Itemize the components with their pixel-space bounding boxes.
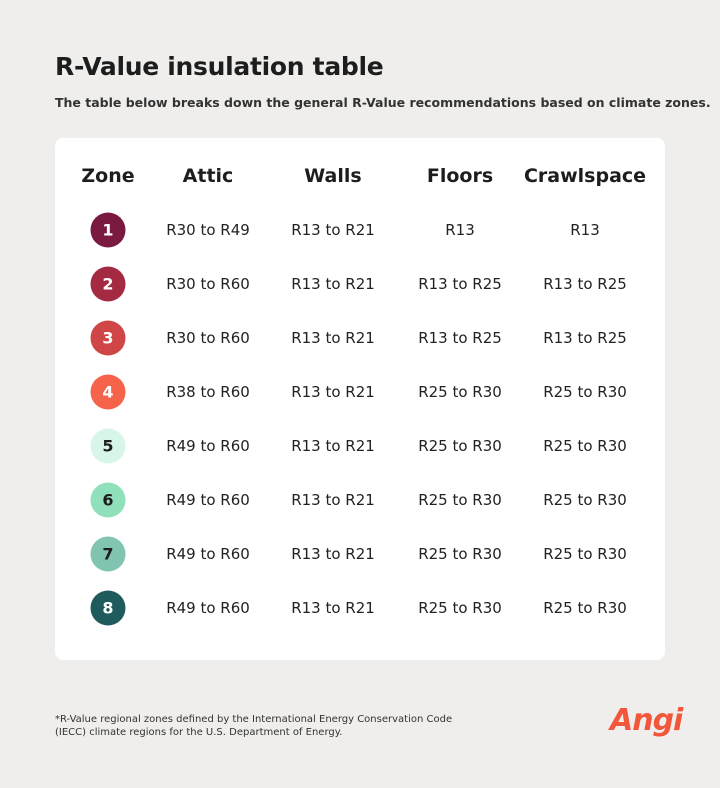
r-value: R13 to R25: [543, 329, 627, 347]
footnote: *R-Value regional zones defined by the I…: [55, 714, 453, 738]
r-value: R13 to R25: [418, 329, 502, 347]
r-value: R13 to R21: [291, 599, 375, 617]
r-value: R25 to R30: [418, 383, 502, 401]
r-value: R25 to R30: [543, 545, 627, 563]
r-value: R13 to R25: [543, 275, 627, 293]
r-value: R49 to R60: [166, 545, 250, 563]
r-value: R38 to R60: [166, 383, 250, 401]
r-value: R30 to R60: [166, 275, 250, 293]
r-value: R13 to R21: [291, 383, 375, 401]
r-value: R13: [445, 221, 475, 239]
zone-badge: 1: [90, 212, 126, 248]
r-value: R30 to R49: [166, 221, 250, 239]
r-value: R49 to R60: [166, 491, 250, 509]
r-value: R13 to R21: [291, 437, 375, 455]
table-card: Zone Attic Walls Floors Crawlspace 1 R30 to R4…: [55, 138, 665, 660]
zone-badge: 7: [90, 536, 126, 572]
r-value: R25 to R30: [543, 599, 627, 617]
r-value: R25 to R30: [543, 437, 627, 455]
zone-badge: 2: [90, 266, 126, 302]
r-value: R13 to R21: [291, 491, 375, 509]
r-value: R25 to R30: [543, 383, 627, 401]
zone-badge: 8: [90, 590, 126, 626]
r-value: R13: [570, 221, 600, 239]
zone-badge: 4: [90, 374, 126, 410]
title: R-Value insulation table: [55, 52, 384, 81]
r-value: R25 to R30: [418, 599, 502, 617]
column-header: Zone: [81, 165, 135, 187]
subtitle: The table below breaks down the general …: [55, 95, 711, 110]
r-value: R49 to R60: [166, 437, 250, 455]
r-value: R13 to R25: [418, 275, 502, 293]
r-value: R13 to R21: [291, 221, 375, 239]
r-value: R13 to R21: [291, 545, 375, 563]
r-value: R25 to R30: [418, 491, 502, 509]
column-header: Attic: [182, 165, 234, 187]
r-value: R13 to R21: [291, 329, 375, 347]
logo: Angi: [610, 703, 683, 738]
r-value: R25 to R30: [543, 491, 627, 509]
column-header: Walls: [304, 165, 362, 187]
r-value: R25 to R30: [418, 437, 502, 455]
zone-badge: 5: [90, 428, 126, 464]
r-value: R13 to R21: [291, 275, 375, 293]
r-value: R25 to R30: [418, 545, 502, 563]
r-value: R49 to R60: [166, 599, 250, 617]
r-value: R30 to R60: [166, 329, 250, 347]
column-header: Crawlspace: [523, 165, 647, 187]
zone-badge: 6: [90, 482, 126, 518]
column-header: Floors: [426, 165, 494, 187]
zone-badge: 3: [90, 320, 126, 356]
